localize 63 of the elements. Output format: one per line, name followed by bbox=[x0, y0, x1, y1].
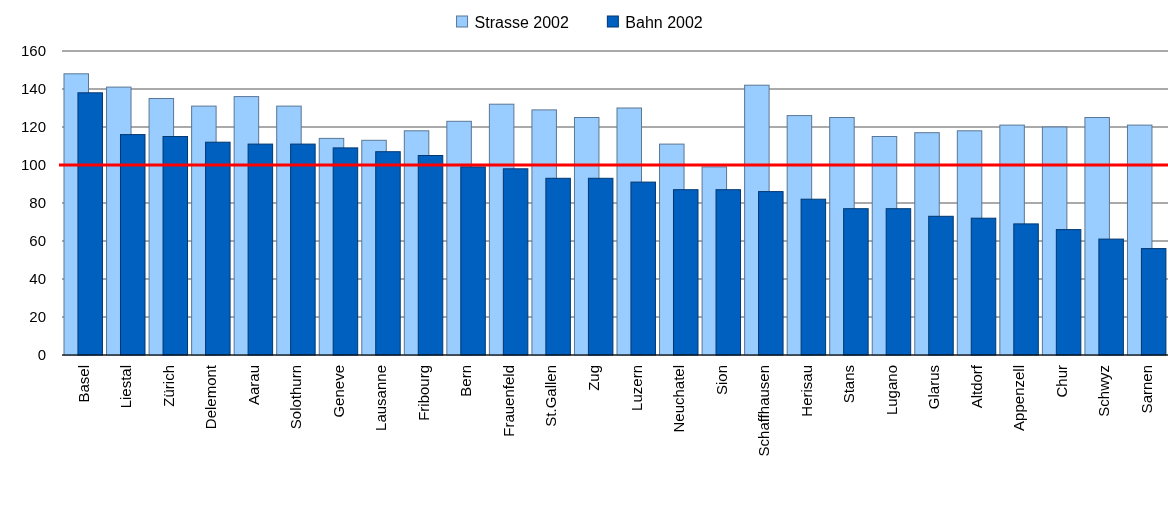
bar bbox=[290, 143, 316, 356]
bar bbox=[375, 151, 401, 356]
bar bbox=[1055, 229, 1082, 356]
bar bbox=[205, 141, 231, 356]
bar bbox=[1098, 238, 1124, 356]
x-tick-label: Delemont bbox=[202, 364, 220, 430]
bar bbox=[332, 147, 359, 356]
x-tick-label: Neuchatel bbox=[670, 365, 688, 433]
y-tick-label: 60 bbox=[29, 232, 46, 250]
bar bbox=[928, 215, 954, 356]
x-tick-label: Geneve bbox=[329, 365, 347, 418]
bar bbox=[843, 208, 869, 356]
bar bbox=[800, 198, 827, 356]
bar bbox=[1140, 248, 1167, 356]
bar bbox=[77, 92, 103, 356]
x-tick-label: Basel bbox=[74, 365, 92, 403]
x-tick-label: St.Gallen bbox=[542, 365, 560, 427]
bar bbox=[587, 177, 614, 356]
legend-label: Bahn 2002 bbox=[625, 13, 703, 31]
bar bbox=[1013, 223, 1039, 356]
bar bbox=[162, 136, 189, 356]
x-tick-label: Liestal bbox=[117, 365, 135, 409]
bar bbox=[247, 143, 274, 356]
bar bbox=[119, 134, 146, 356]
x-tick-label: Schaffhausen bbox=[755, 365, 773, 457]
y-tick-label: 20 bbox=[29, 308, 46, 326]
x-tick-label: Bern bbox=[457, 365, 475, 397]
bar bbox=[672, 189, 699, 356]
x-tick-label: Fribourg bbox=[414, 365, 432, 421]
x-tick-label: Schwyz bbox=[1095, 365, 1113, 417]
x-tick-label: Glarus bbox=[925, 365, 943, 410]
x-tick-label: Luzern bbox=[627, 365, 645, 411]
x-tick-label: Lausanne bbox=[372, 365, 390, 431]
y-tick-label: 120 bbox=[20, 118, 46, 136]
x-tick-label: Chur bbox=[1052, 365, 1070, 398]
x-tick-label: Sarnen bbox=[1137, 365, 1155, 414]
x-tick-label: Appenzell bbox=[1010, 365, 1028, 431]
x-tick-label: Stans bbox=[840, 365, 858, 404]
x-tick-label: Frauenfeld bbox=[499, 365, 517, 437]
x-tick-label: Sion bbox=[712, 365, 730, 396]
bar bbox=[502, 168, 529, 356]
x-tick-label: Altdorf bbox=[967, 364, 985, 409]
bar bbox=[715, 189, 742, 356]
bar bbox=[885, 208, 912, 356]
bar bbox=[460, 166, 486, 356]
y-tick-label: 40 bbox=[29, 270, 46, 288]
legend-label: Strasse 2002 bbox=[474, 13, 569, 31]
x-tick-label: Aarau bbox=[244, 365, 262, 406]
x-tick-label: Solothurn bbox=[287, 365, 305, 430]
x-tick-label: Zug bbox=[584, 365, 602, 391]
y-tick-label: 0 bbox=[37, 346, 46, 364]
y-tick-label: 80 bbox=[29, 194, 46, 212]
bar bbox=[545, 177, 571, 356]
y-tick-label: 160 bbox=[20, 42, 46, 60]
bar bbox=[630, 181, 656, 356]
x-tick-label: Lugano bbox=[882, 365, 900, 416]
bar bbox=[417, 155, 444, 356]
bar bbox=[758, 191, 784, 356]
x-tick-label: Zürich bbox=[159, 365, 177, 407]
x-tick-label: Herisau bbox=[797, 365, 815, 417]
bar bbox=[970, 217, 997, 356]
y-tick-label: 140 bbox=[20, 80, 46, 98]
y-tick-label: 100 bbox=[20, 156, 46, 174]
